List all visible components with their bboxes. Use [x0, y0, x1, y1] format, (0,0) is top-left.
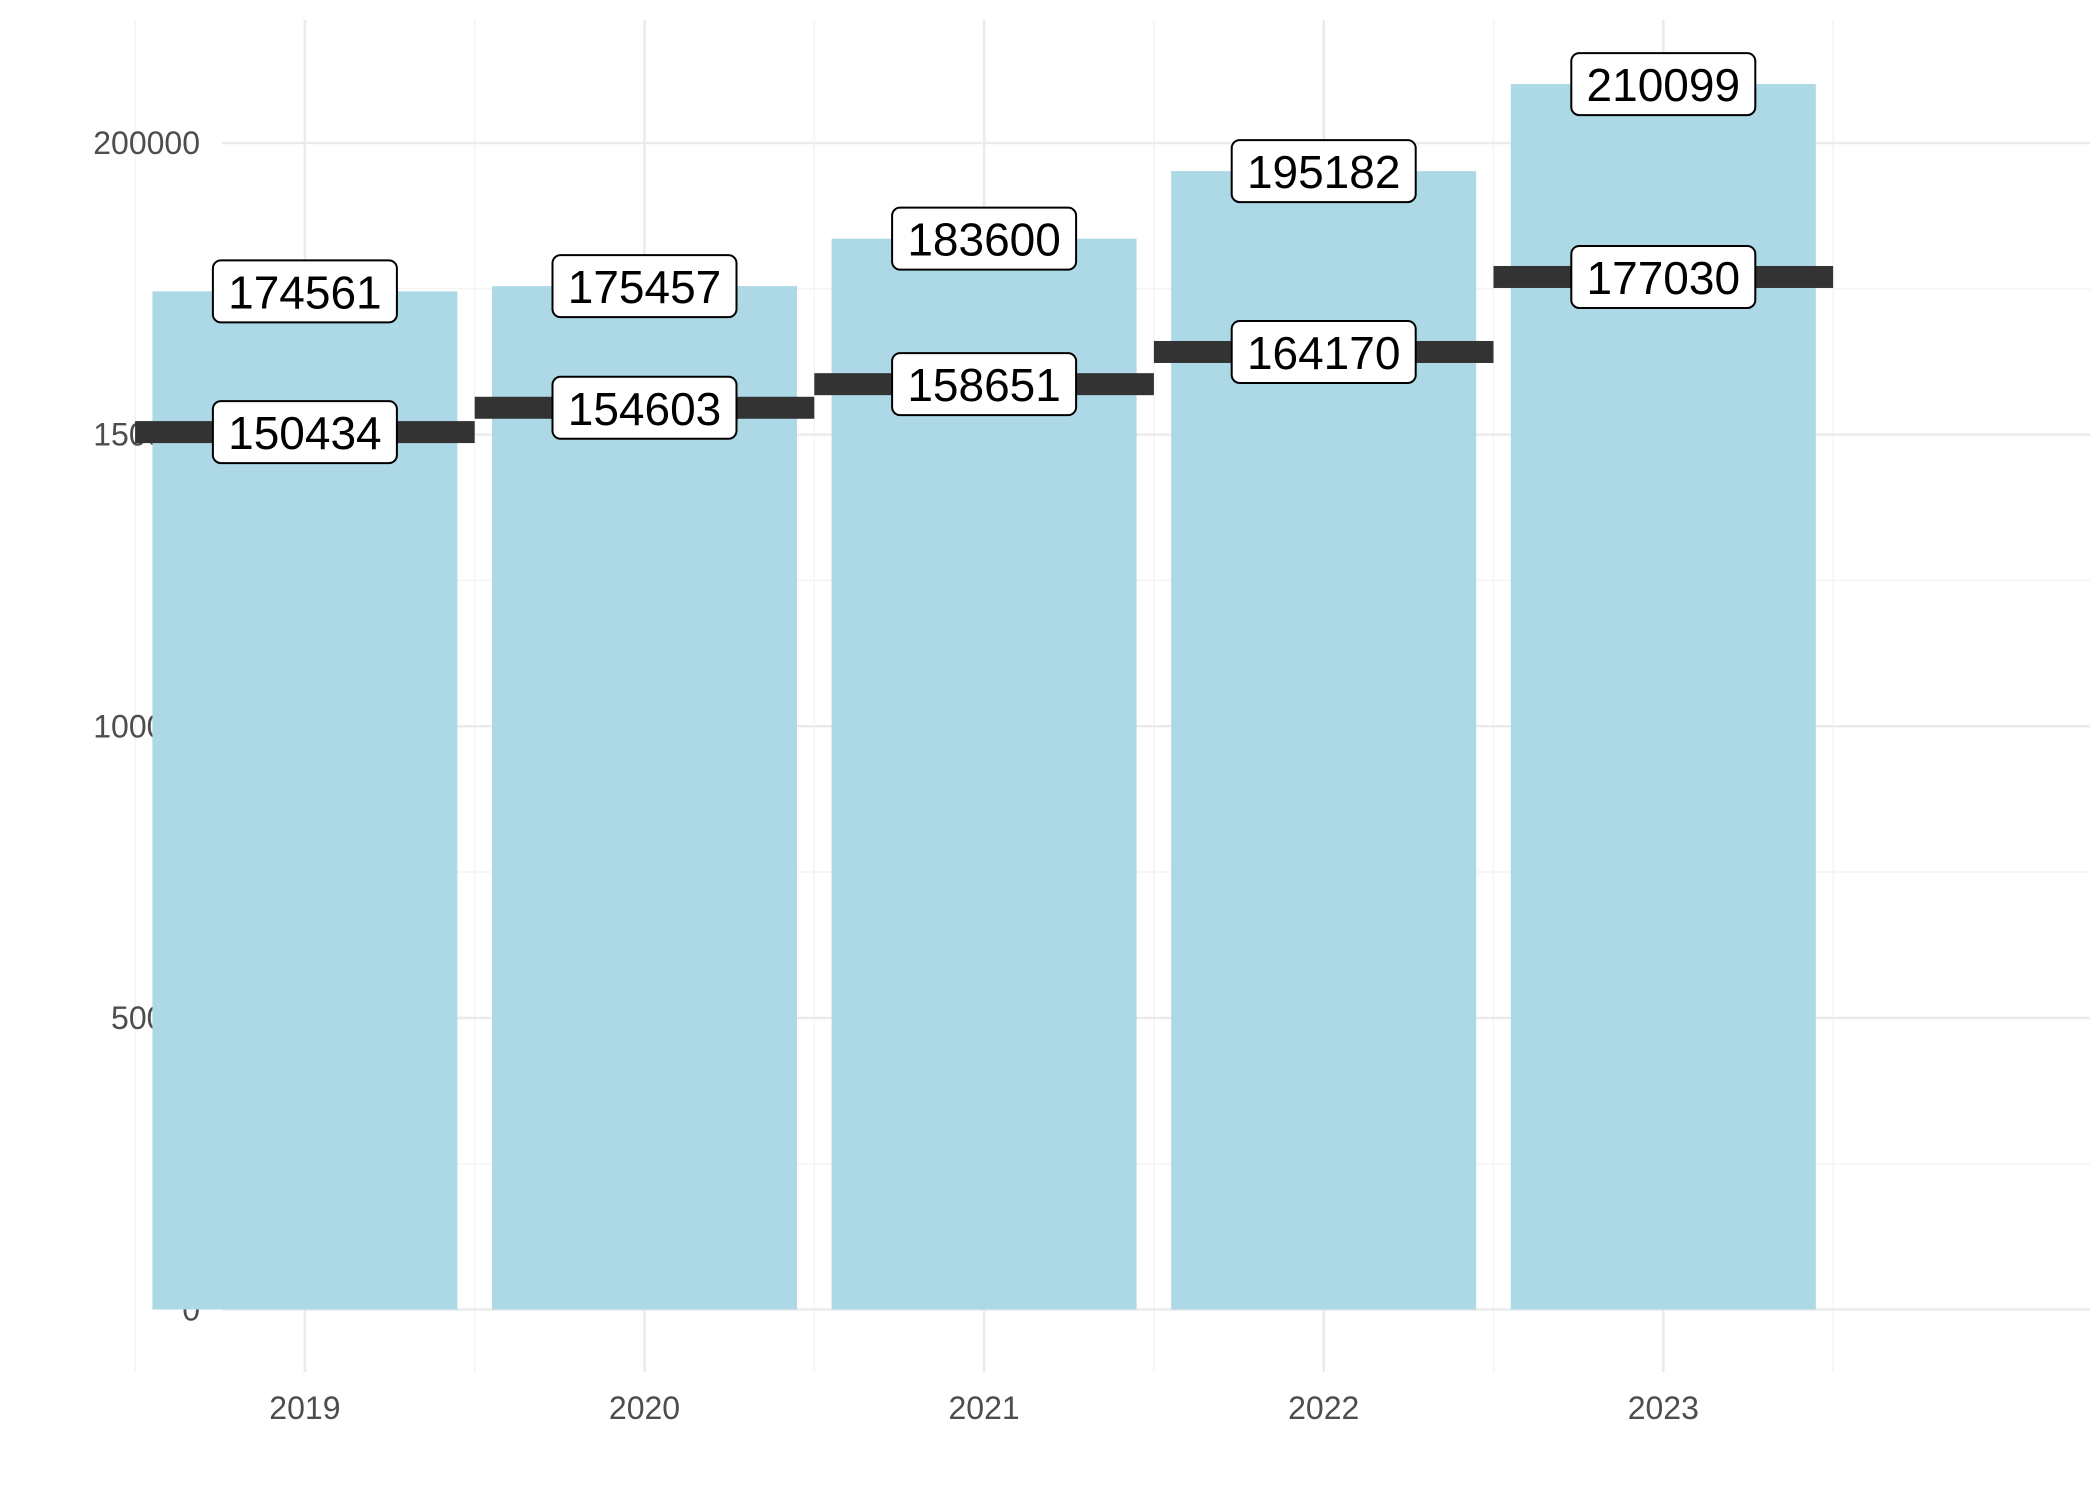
bar-value-label: 210099 [1570, 52, 1757, 117]
data-label-box [211, 259, 398, 324]
data-label-text: 174561 [228, 266, 382, 318]
data-label-box [551, 254, 738, 319]
data-label-text: 195182 [1247, 146, 1401, 198]
x-tick-label: 2019 [269, 1390, 340, 1426]
data-label-text: 175457 [568, 261, 722, 313]
bar-value-label: 195182 [1230, 139, 1417, 204]
data-label-box [551, 375, 738, 440]
data-label-text: 183600 [907, 214, 1061, 266]
data-label-text: 177030 [1587, 252, 1741, 304]
segment-value-label: 164170 [1230, 319, 1417, 384]
bar [492, 286, 797, 1310]
bar-value-label: 175457 [551, 254, 738, 319]
data-label-text: 210099 [1587, 59, 1741, 111]
x-tick-label: 2022 [1288, 1390, 1359, 1426]
data-label-text: 158651 [907, 359, 1061, 411]
segment-value-label: 177030 [1570, 244, 1757, 309]
data-label-box [1570, 52, 1757, 117]
bar [831, 238, 1137, 1310]
data-label-text: 164170 [1247, 327, 1401, 379]
x-tick-label: 2021 [949, 1390, 1020, 1426]
data-label-box [211, 400, 398, 465]
data-label-box [1570, 244, 1757, 309]
y-tick-label: 200000 [93, 125, 200, 161]
bar-value-label: 174561 [211, 259, 398, 324]
data-label-box [891, 352, 1078, 417]
segment-value-label: 158651 [891, 352, 1078, 417]
data-label-box [1230, 139, 1417, 204]
bar-value-label: 183600 [891, 206, 1078, 271]
segment-value-label: 154603 [551, 375, 738, 440]
x-tick-label: 2020 [609, 1390, 680, 1426]
data-label-box [891, 206, 1078, 271]
data-label-box [1230, 319, 1417, 384]
x-tick-label: 2023 [1628, 1390, 1699, 1426]
data-label-text: 150434 [228, 407, 382, 459]
data-label-text: 154603 [568, 383, 722, 435]
segment-value-label: 150434 [211, 400, 398, 465]
